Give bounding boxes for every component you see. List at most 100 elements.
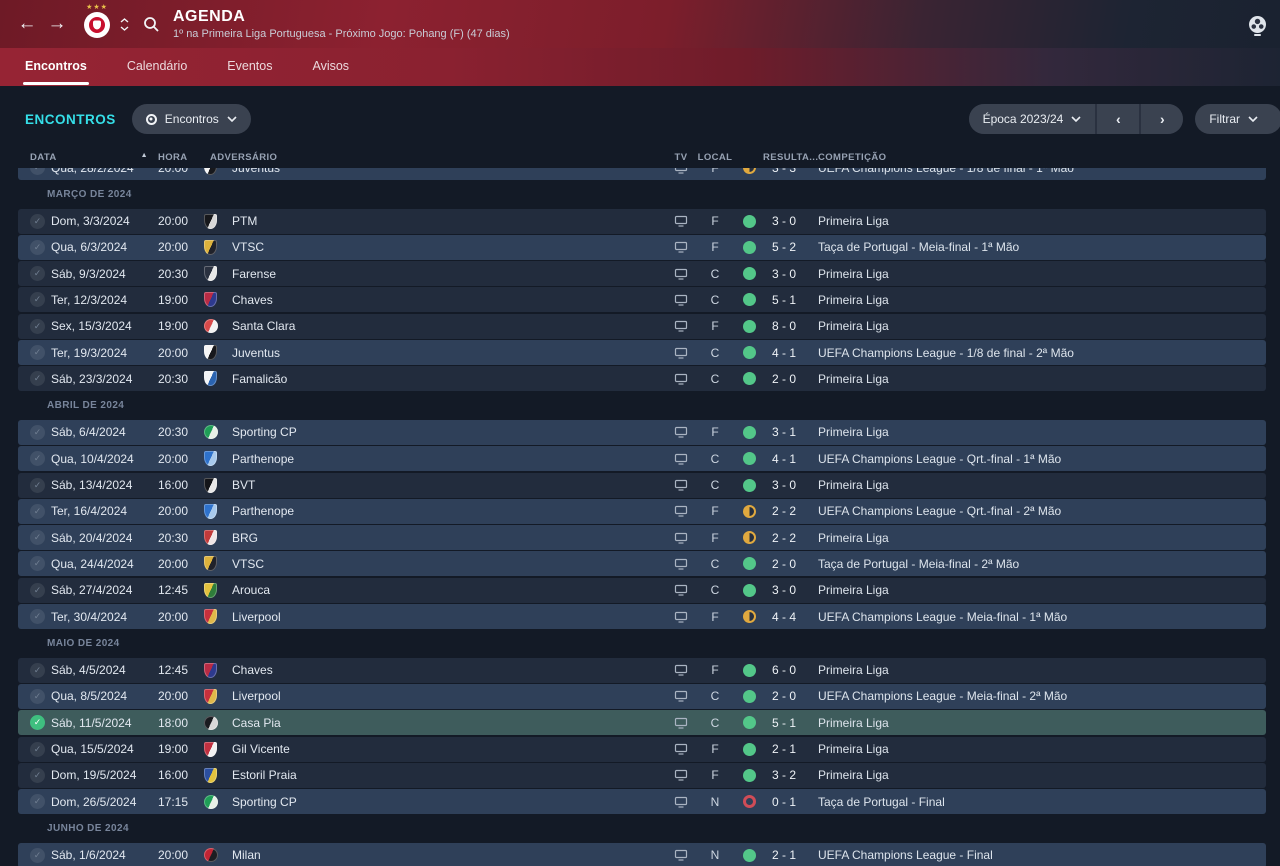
fixture-venue: F xyxy=(711,609,719,624)
team-badge-icon xyxy=(204,582,232,598)
fixture-date: Sáb, 9/3/2024 xyxy=(51,266,126,281)
result-win-icon xyxy=(738,372,760,386)
fixture-row[interactable]: ✓ Qua, 6/3/2024 20:00 VTSC F 5 - 2 Taça de Por… xyxy=(18,234,1266,260)
back-button[interactable]: ← xyxy=(12,9,42,39)
tab-avisos[interactable]: Avisos xyxy=(312,59,350,73)
result-win-icon xyxy=(738,557,760,571)
team-badge-icon xyxy=(204,266,232,282)
tab-calendario[interactable]: Calendário xyxy=(126,59,188,73)
fixture-row[interactable]: ✓ Sáb, 20/4/2024 20:30 BRG F 2 - 2 Primeira Li… xyxy=(18,525,1266,551)
fixture-time: 20:00 xyxy=(158,345,189,360)
fixture-row[interactable]: ✓ Ter, 12/3/2024 19:00 Chaves C 5 - 1 Primeira… xyxy=(18,287,1266,313)
fixture-row[interactable]: ✓ Sáb, 27/4/2024 12:45 Arouca C 3 - 0 Primeira… xyxy=(18,577,1266,603)
fixture-row[interactable]: ✓ Ter, 16/4/2024 20:00 Parthenope F 2 - 2 UEFA… xyxy=(18,498,1266,524)
page-title: AGENDA xyxy=(173,8,246,25)
fixture-opponent: Chaves xyxy=(232,663,273,678)
next-season-button[interactable]: › xyxy=(1141,104,1184,134)
column-header-competicao[interactable]: COMPETIÇÃO xyxy=(818,151,887,163)
season-selector-label: Época 2023/24 xyxy=(982,112,1064,126)
column-header-hora[interactable]: HORA xyxy=(158,151,188,163)
fixture-row[interactable]: ✓ Sáb, 23/3/2024 20:30 Famalicão C 2 - 0 Prime… xyxy=(18,366,1266,392)
tab-encontros[interactable]: Encontros xyxy=(23,59,89,85)
column-header-resultado[interactable]: RESULTA... xyxy=(763,151,819,163)
fixture-competition: Primeira Liga xyxy=(818,715,889,730)
fixture-result: 3 - 0 xyxy=(771,478,796,493)
fixture-date: Sáb, 27/4/2024 xyxy=(51,583,133,598)
fixture-competition: Primeira Liga xyxy=(818,319,889,334)
tv-icon xyxy=(670,168,692,174)
fixture-venue: C xyxy=(710,715,720,730)
fixture-row[interactable]: ✓ Dom, 26/5/2024 17:15 Sporting CP N 0 - 1 Taç… xyxy=(18,789,1266,815)
fixture-time: 16:00 xyxy=(158,478,189,493)
fixture-date: Dom, 3/3/2024 xyxy=(51,214,130,229)
fixture-row[interactable]: ✓ Sáb, 11/5/2024 18:00 Casa Pia C 5 - 1 Primei… xyxy=(18,710,1266,736)
column-header-adversario[interactable]: ADVERSÁRIO xyxy=(210,151,278,163)
fixture-result: 5 - 1 xyxy=(771,292,796,307)
club-crest-benfica[interactable]: ★★★ xyxy=(80,4,114,44)
search-button[interactable] xyxy=(137,10,165,38)
fixture-date: Qua, 8/5/2024 xyxy=(51,689,128,704)
fixture-venue: F xyxy=(711,530,719,545)
team-badge-icon xyxy=(204,371,232,387)
football-world-icon[interactable] xyxy=(1249,16,1266,36)
fixture-date: Sáb, 20/4/2024 xyxy=(51,530,133,545)
fixture-row[interactable]: ✓ Qua, 10/4/2024 20:00 Parthenope C 4 - 1 UEFA… xyxy=(18,446,1266,472)
fixture-result: 5 - 2 xyxy=(771,240,796,255)
column-header-data[interactable]: DATA ▲ xyxy=(30,152,158,163)
season-selector-dropdown[interactable]: Época 2023/24 xyxy=(968,104,1096,134)
fixture-venue: C xyxy=(710,478,720,493)
result-loss-icon xyxy=(738,795,760,809)
fixture-row[interactable]: ✓ Qua, 8/5/2024 20:00 Liverpool C 2 - 0 UEFA C… xyxy=(18,683,1266,709)
forward-button[interactable]: → xyxy=(42,9,72,39)
club-switch-control[interactable] xyxy=(120,17,129,31)
played-check-icon: ✓ xyxy=(30,239,45,255)
result-win-icon xyxy=(738,293,760,307)
fixture-date: Sex, 15/3/2024 xyxy=(51,319,132,334)
fixture-row[interactable]: ✓ Qua, 15/5/2024 19:00 Gil Vicente F 2 - 1 Pri… xyxy=(18,736,1266,762)
fixture-time: 19:00 xyxy=(158,292,189,307)
column-header-tv[interactable]: TV xyxy=(674,151,688,163)
filter-dropdown[interactable]: Filtrar xyxy=(1195,104,1280,134)
tv-icon xyxy=(670,241,692,253)
result-win-icon xyxy=(738,716,760,730)
fixture-row[interactable]: ✓ Sáb, 6/4/2024 20:30 Sporting CP F 3 - 1 Prim… xyxy=(18,419,1266,445)
fixture-row[interactable]: ✓ Sáb, 13/4/2024 16:00 BVT C 3 - 0 Primeira Li… xyxy=(18,472,1266,498)
team-badge-icon xyxy=(204,794,232,809)
fixture-time: 12:45 xyxy=(158,583,189,598)
fixture-row[interactable]: ✓ Sáb, 9/3/2024 20:30 Farense C 3 - 0 Primeira… xyxy=(18,261,1266,287)
fixture-result: 8 - 0 xyxy=(771,319,796,334)
fixture-result: 4 - 1 xyxy=(771,345,796,360)
fixture-date: Qua, 24/4/2024 xyxy=(51,556,134,571)
chevron-down-icon xyxy=(1248,116,1258,122)
fixture-result: 3 - 3 xyxy=(760,168,808,175)
fixture-opponent: Farense xyxy=(232,266,277,281)
fixture-row[interactable]: ✓ Sex, 15/3/2024 19:00 Santa Clara F 8 - 0 Pri… xyxy=(18,313,1266,339)
result-draw-icon xyxy=(738,531,760,545)
fixture-time: 12:45 xyxy=(158,663,189,678)
fixture-row[interactable]: ✓ Dom, 19/5/2024 16:00 Estoril Praia F 3 - 2 P… xyxy=(18,762,1266,788)
fixture-row[interactable]: ✓ Sáb, 1/6/2024 20:00 Milan N 2 - 1 UEFA Champ… xyxy=(18,842,1266,866)
crest-stars-icon: ★★★ xyxy=(86,4,108,11)
title-bar: ← → ★★★ AGENDA 1º na Primeira Liga Portu… xyxy=(0,0,1280,48)
result-win-icon xyxy=(738,478,760,492)
fixture-result: 2 - 0 xyxy=(771,689,796,704)
sort-ascending-icon: ▲ xyxy=(140,151,148,159)
fixture-date: Sáb, 6/4/2024 xyxy=(51,425,126,440)
column-header-local[interactable]: LOCAL xyxy=(697,151,733,163)
previous-season-button[interactable]: ‹ xyxy=(1097,104,1140,134)
fixture-opponent: Casa Pia xyxy=(232,715,281,730)
fixture-venue: N xyxy=(710,848,720,863)
fixture-row[interactable]: ✓ Sáb, 4/5/2024 12:45 Chaves F 6 - 0 Primeira … xyxy=(18,657,1266,683)
fixture-row[interactable]: ✓ Ter, 30/4/2024 20:00 Liverpool F 4 - 4 UEFA … xyxy=(18,604,1266,630)
tv-icon xyxy=(670,426,692,439)
fixture-row[interactable]: ✓ Ter, 19/3/2024 20:00 Juventus C 4 - 1 UEFA C… xyxy=(18,340,1266,366)
fixture-time: 20:30 xyxy=(158,266,189,281)
fixture-row[interactable]: ✓ Qua, 24/4/2024 20:00 VTSC C 2 - 0 Taça de Po… xyxy=(18,551,1266,577)
fixture-row[interactable]: ✓ Dom, 3/3/2024 20:00 PTM F 3 - 0 Primeira Lig… xyxy=(18,208,1266,234)
fixture-opponent: Parthenope xyxy=(232,451,295,466)
tv-icon xyxy=(670,743,692,755)
tab-eventos[interactable]: Eventos xyxy=(227,59,273,73)
fixture-venue: F xyxy=(711,768,719,783)
view-selector-dropdown[interactable]: Encontros xyxy=(131,104,251,134)
